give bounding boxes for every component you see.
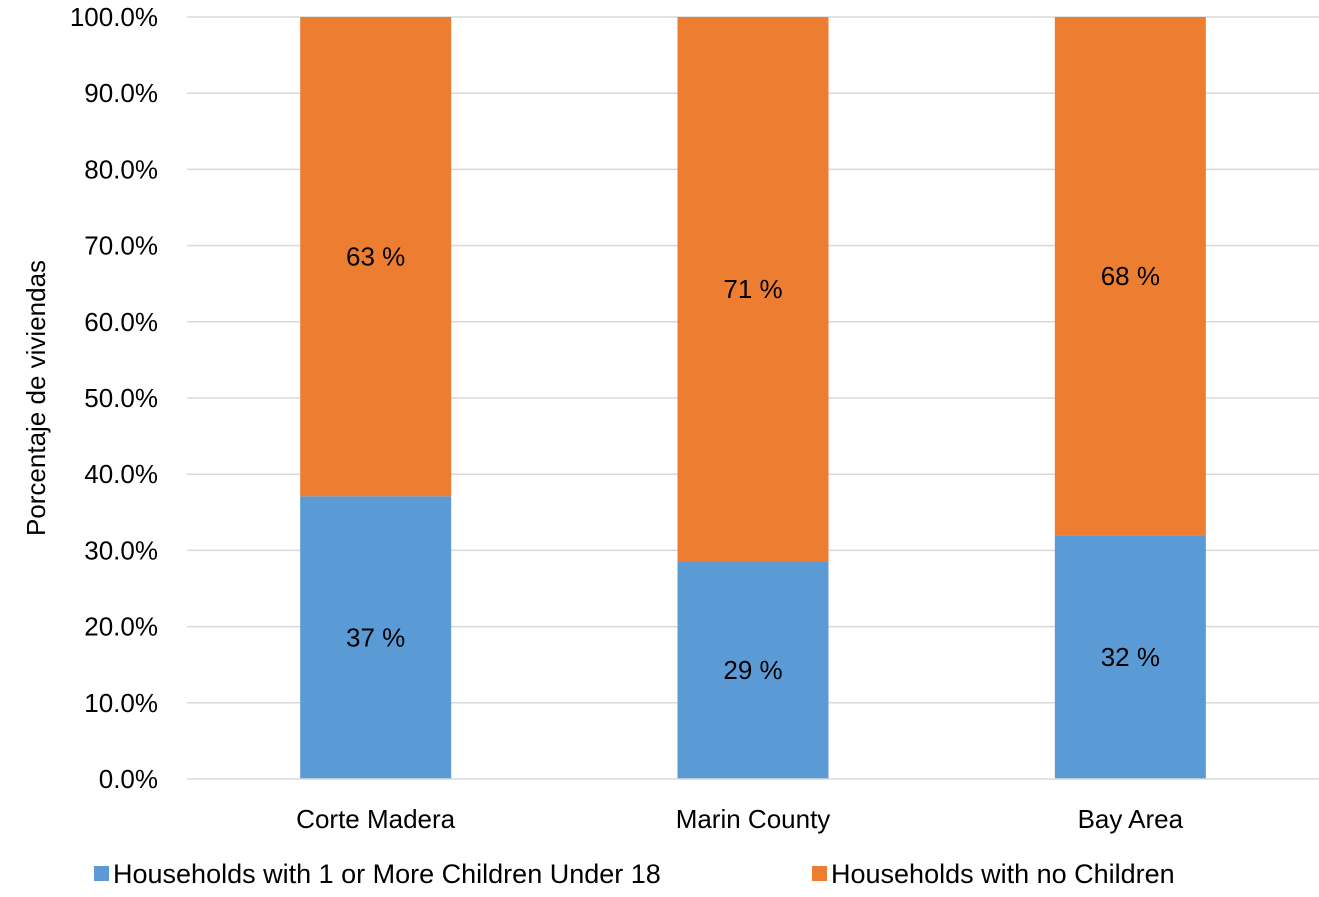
bar-segment [1054,17,1206,536]
legend-swatch [812,866,827,881]
y-tick-label: 50.0% [84,383,158,413]
x-category-label: Marin County [676,804,831,834]
y-tick-label: 10.0% [84,688,158,718]
y-tick-label: 100.0% [70,2,158,32]
data-label: 68 % [1101,261,1160,291]
y-tick-label: 40.0% [84,459,158,489]
y-axis-title: Porcentaje de viviendas [21,260,51,536]
y-tick-label: 20.0% [84,612,158,642]
y-tick-label: 80.0% [84,154,158,184]
data-label: 71 % [723,274,782,304]
data-label: 29 % [723,655,782,685]
y-tick-label: 70.0% [84,231,158,261]
y-tick-label: 90.0% [84,78,158,108]
bars [300,17,1206,779]
x-axis-categories: Corte Madera Marin County Bay Area [296,804,1183,834]
x-category-label: Corte Madera [296,804,455,834]
legend-swatch [94,866,109,881]
bar-segment [300,17,452,497]
legend-label: Households with no Children [831,859,1175,889]
bar-segment [677,17,829,562]
data-labels: 37 % 63 % 29 % 71 % 32 % 68 % [346,242,1160,685]
legend-label: Households with 1 or More Children Under… [113,859,661,889]
bar-segment [300,496,452,779]
data-label: 37 % [346,623,405,653]
y-tick-label: 0.0% [99,764,158,794]
legend: Households with 1 or More Children Under… [94,859,1175,889]
bar-segment [677,561,829,779]
x-category-label: Bay Area [1078,804,1184,834]
data-label: 32 % [1101,642,1160,672]
data-label: 63 % [346,242,405,272]
y-tick-label: 30.0% [84,535,158,565]
bar-segment [1054,535,1206,779]
y-axis-ticks: 0.0% 10.0% 20.0% 30.0% 40.0% 50.0% 60.0% 70.0% 8… [70,2,158,794]
y-tick-label: 60.0% [84,307,158,337]
